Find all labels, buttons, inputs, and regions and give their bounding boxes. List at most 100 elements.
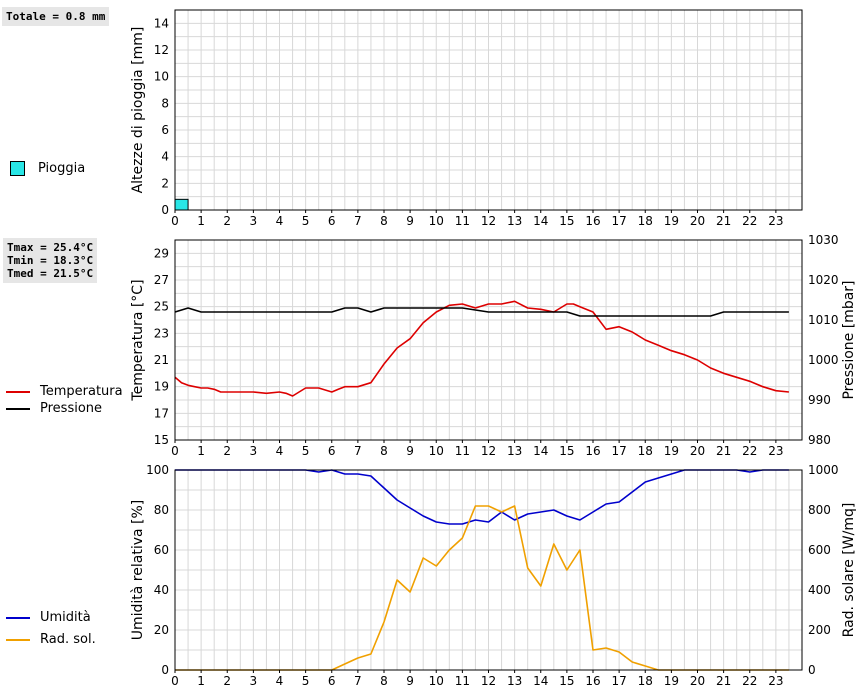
panel-2-y2-tick-label: 200	[808, 623, 831, 637]
panel-0-x-tick-label: 2	[223, 214, 231, 228]
tmax-label: Tmax = 25.4°C	[7, 241, 94, 254]
panel-1-y-tick-label: 21	[154, 353, 169, 367]
panel-1-y-axis-label: Temperatura [°C]	[130, 279, 146, 401]
panel-1-x-tick-label: 7	[354, 444, 362, 458]
rain-total-box: Totale = 0.8 mm	[2, 7, 110, 26]
panel-1-x-tick-label: 5	[302, 444, 310, 458]
panel-0-y-tick-label: 12	[154, 43, 169, 57]
legend-pressione-swatch	[6, 407, 30, 410]
legend-umidita-label: Umidità	[40, 610, 91, 625]
panel-1-y-tick-label: 17	[154, 406, 169, 420]
panel-0-x-tick-label: 14	[533, 214, 548, 228]
panel-0-x-tick-label: 20	[690, 214, 705, 228]
panel-2-y2-tick-label: 0	[808, 663, 816, 677]
panel-2-x-tick-label: 8	[380, 674, 388, 688]
panel-2-y-tick-label: 40	[154, 583, 169, 597]
panel-1-x-tick-label: 17	[611, 444, 626, 458]
panel-0-y-tick-label: 14	[154, 16, 169, 30]
panel-1-x-tick-label: 1	[197, 444, 205, 458]
panel-2-x-tick-label: 3	[250, 674, 258, 688]
panel-1-x-tick-label: 14	[533, 444, 548, 458]
legend-temperatura-label: Temperatura	[40, 384, 123, 399]
panel-0-x-tick-label: 18	[638, 214, 653, 228]
panel-2-x-tick-label: 19	[664, 674, 679, 688]
panel-2-x-tick-label: 11	[455, 674, 470, 688]
panel-2-x-tick-label: 6	[328, 674, 336, 688]
panel-1-x-tick-label: 10	[429, 444, 444, 458]
panel-1-y2-tick-label: 990	[808, 393, 831, 407]
panel-0-x-tick-label: 17	[611, 214, 626, 228]
panel-0-x-tick-label: 12	[481, 214, 496, 228]
panel-0-x-tick-label: 15	[559, 214, 574, 228]
panel-1-y-tick-label: 23	[154, 326, 169, 340]
panel-2-x-tick-label: 18	[638, 674, 653, 688]
legend-radsol-label: Rad. sol.	[40, 632, 96, 647]
panel-0-x-tick-label: 3	[250, 214, 258, 228]
legend-radsol: Rad. sol.	[6, 632, 96, 647]
panel-2-x-tick-label: 10	[429, 674, 444, 688]
panel-1-y2-tick-label: 1000	[808, 353, 839, 367]
panel-0-x-tick-label: 5	[302, 214, 310, 228]
panel-1-y2-tick-label: 980	[808, 433, 831, 447]
panel-1-y-tick-label: 27	[154, 273, 169, 287]
panel-1-x-tick-label: 3	[250, 444, 258, 458]
panel-1-x-tick-label: 15	[559, 444, 574, 458]
panel-2-x-tick-label: 12	[481, 674, 496, 688]
panel-1-x-tick-label: 23	[768, 444, 783, 458]
legend-umidita: Umidità	[6, 610, 91, 625]
panel-0-y-axis-label: Altezze di pioggia [mm]	[130, 27, 146, 194]
legend-umidita-swatch	[6, 616, 30, 619]
panel-1-x-tick-label: 21	[716, 444, 731, 458]
panel-2-x-tick-label: 13	[507, 674, 522, 688]
panel-2-x-tick-label: 15	[559, 674, 574, 688]
panel-1-x-tick-label: 8	[380, 444, 388, 458]
panel-2-y2-tick-label: 400	[808, 583, 831, 597]
tmed-label: Tmed = 21.5°C	[7, 267, 94, 280]
panel-1-x-tick-label: 6	[328, 444, 336, 458]
panel-1-y2-tick-label: 1030	[808, 233, 839, 247]
panel-2-series-rad-sol--line	[175, 505, 789, 671]
panel-2-y2-axis-label: Rad. solare [W/mq]	[841, 503, 857, 638]
panel-2-y2-tick-label: 600	[808, 543, 831, 557]
panel-0-bar	[174, 198, 189, 211]
panel-1-x-tick-label: 9	[406, 444, 414, 458]
panel-0-x-tick-label: 6	[328, 214, 336, 228]
panel-2-x-tick-label: 9	[406, 674, 414, 688]
panel-1-x-tick-label: 0	[171, 444, 179, 458]
panel-1-x-tick-label: 20	[690, 444, 705, 458]
panel-0-x-tick-label: 10	[429, 214, 444, 228]
panel-2-x-tick-label: 21	[716, 674, 731, 688]
panel-1-x-tick-label: 4	[276, 444, 284, 458]
legend-pressione-label: Pressione	[40, 401, 103, 416]
panel-0-x-tick-label: 11	[455, 214, 470, 228]
panel-2-y-tick-label: 100	[146, 463, 169, 477]
panel-0-x-tick-label: 23	[768, 214, 783, 228]
panel-1-y-tick-label: 15	[154, 433, 169, 447]
temperature-stats-box: Tmax = 25.4°C Tmin = 18.3°C Tmed = 21.5°C	[3, 238, 98, 283]
panel-0-y-tick-label: 2	[161, 176, 169, 190]
panel-0-y-tick-label: 10	[154, 70, 169, 84]
panel-0-x-tick-label: 16	[585, 214, 600, 228]
panel-1-y2-tick-label: 1020	[808, 273, 839, 287]
panel-0-y-tick-label: 6	[161, 123, 169, 137]
legend-pioggia-label: Pioggia	[38, 161, 86, 176]
panel-1-x-tick-label: 13	[507, 444, 522, 458]
panel-2-y2-tick-label: 1000	[808, 463, 839, 477]
panel-2-x-tick-label: 4	[276, 674, 284, 688]
legend-pressione: Pressione	[6, 401, 102, 416]
panel-0-x-tick-label: 13	[507, 214, 522, 228]
panel-2-x-tick-label: 17	[611, 674, 626, 688]
panel-2-y-tick-label: 20	[154, 623, 169, 637]
panel-0-x-tick-label: 22	[742, 214, 757, 228]
panel-1-x-tick-label: 19	[664, 444, 679, 458]
panel-2-y-tick-label: 60	[154, 543, 169, 557]
panel-1-y-tick-label: 29	[154, 246, 169, 260]
panel-1-series-pressione-line	[174, 307, 789, 317]
panel-0-x-tick-label: 0	[171, 214, 179, 228]
panel-2-x-tick-label: 20	[690, 674, 705, 688]
panel-1-y2-tick-label: 1010	[808, 313, 839, 327]
panel-1-x-tick-label: 16	[585, 444, 600, 458]
panel-2-x-tick-label: 5	[302, 674, 310, 688]
panel-2-x-tick-label: 0	[171, 674, 179, 688]
